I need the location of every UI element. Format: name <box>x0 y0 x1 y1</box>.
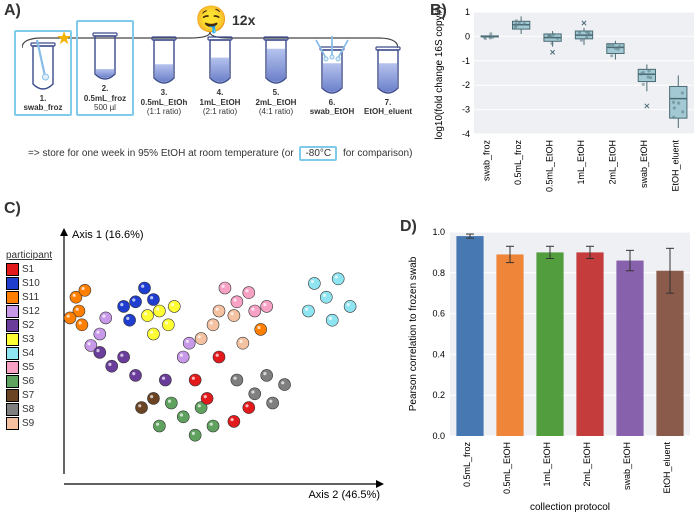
correlation-barplot: 0.0 0.2 0.4 0.6 0.8 1.0 0.5mL_froz 0.5mL_EtOH 1m… <box>400 218 696 514</box>
legend-S8: S8 <box>6 403 52 416</box>
svg-text:2mL_EtOH: 2mL_EtOH <box>607 140 617 185</box>
tube-0.5mL_froz: 2.0.5mL_froz500 µl <box>76 20 134 116</box>
svg-text:0.4: 0.4 <box>432 349 445 359</box>
svg-text:0.8: 0.8 <box>432 268 445 278</box>
svg-text:-1: -1 <box>462 56 470 66</box>
star-icon: ★ <box>56 28 72 49</box>
svg-text:Axis 1 (16.6%): Axis 1 (16.6%) <box>72 229 144 241</box>
panel-d-label: D) <box>400 218 417 236</box>
legend-S1: S1 <box>6 263 52 276</box>
svg-text:log10(fold change 16S copy#): log10(fold change 16S copy#) <box>434 7 445 140</box>
svg-text:0.5mL_froz: 0.5mL_froz <box>513 140 523 186</box>
svg-text:-3: -3 <box>462 105 470 115</box>
tube-swab_EtOH: 6.swab_EtOH <box>306 38 358 116</box>
frozen-highlight: -80°C <box>299 146 337 161</box>
legend-S12: S12 <box>6 305 52 318</box>
legend-S2: S2 <box>6 319 52 332</box>
svg-text:swab_EtOH: swab_EtOH <box>622 442 632 490</box>
boxplot-chart: -4 -3 -2 -1 0 1 swab_froz 0.5mL_froz 0.5mL_EtOH 1… <box>430 0 698 200</box>
tube-EtOH_eluent: 7.EtOH_eluent <box>362 38 414 116</box>
svg-text:EtOH_eluent: EtOH_eluent <box>662 442 672 494</box>
svg-text:0.6: 0.6 <box>432 309 445 319</box>
svg-text:0.5mL_EtOH: 0.5mL_EtOH <box>545 140 555 192</box>
legend-S7: S7 <box>6 389 52 402</box>
svg-text:0.5mL_froz: 0.5mL_froz <box>462 442 472 488</box>
panel-c-label: C) <box>4 200 21 218</box>
svg-text:Pearson correlation to frozen: Pearson correlation to frozen swab <box>408 256 419 411</box>
legend-S10: S10 <box>6 277 52 290</box>
svg-text:EtOH_eluent: EtOH_eluent <box>670 140 680 192</box>
svg-text:0.5mL_EtOH: 0.5mL_EtOH <box>502 442 512 494</box>
svg-text:0: 0 <box>465 31 470 41</box>
svg-text:2mL_EtOH: 2mL_EtOH <box>582 442 592 487</box>
panel-a-label: A) <box>4 2 21 20</box>
tube-2mL_EtOH: 5.2mL_EtOH(4:1 ratio) <box>250 28 302 116</box>
svg-text:swab_EtOH: swab_EtOH <box>639 140 649 188</box>
legend-S3: S3 <box>6 333 52 346</box>
pcoa-scatter: Axis 1 (16.6%) Axis 2 (46.5%) <box>60 224 388 504</box>
svg-text:1mL_EtOH: 1mL_EtOH <box>576 140 586 185</box>
panel-b-label: B) <box>430 2 447 20</box>
svg-text:0.0: 0.0 <box>432 431 445 441</box>
tube-0.5mL_EtOh: 3.0.5mL_EtOh(1:1 ratio) <box>138 28 190 116</box>
svg-text:-4: -4 <box>462 129 470 139</box>
svg-text:Axis 2 (46.5%): Axis 2 (46.5%) <box>308 489 380 501</box>
participant-legend: participant S1S10S11S12S2S3S4S5S6S7S8S9 <box>6 250 52 431</box>
svg-text:1mL_EtOH: 1mL_EtOH <box>542 442 552 487</box>
legend-S6: S6 <box>6 375 52 388</box>
legend-S11: S11 <box>6 291 52 304</box>
svg-text:swab_froz: swab_froz <box>482 140 492 182</box>
legend-S5: S5 <box>6 361 52 374</box>
svg-text:0.2: 0.2 <box>432 390 445 400</box>
svg-text:1: 1 <box>465 7 470 17</box>
legend-S4: S4 <box>6 347 52 360</box>
emoji-multiplier: 12x <box>232 12 255 28</box>
storage-footnote: => store for one week in 95% EtOH at roo… <box>28 148 412 159</box>
svg-text:1.0: 1.0 <box>432 227 445 237</box>
legend-S9: S9 <box>6 417 52 430</box>
svg-text:-2: -2 <box>462 80 470 90</box>
svg-text:collection protocol: collection protocol <box>530 502 610 513</box>
tube-swab_froz: ★1.swab_froz <box>14 30 72 116</box>
tube-1mL_EtOH: 4.1mL_EtOH(2:1 ratio) <box>194 28 246 116</box>
